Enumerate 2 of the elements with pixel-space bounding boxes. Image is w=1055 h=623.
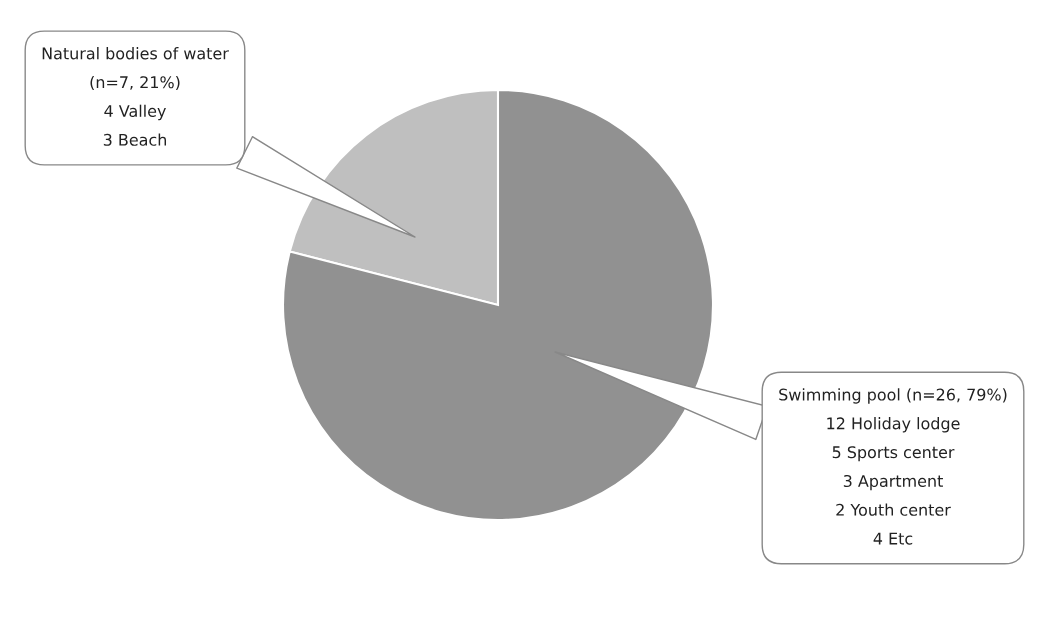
slice-label: Swimming pool (n=26, 79%) 12 Holiday lodge 5 Sports center 3 Apartment 2 Youth center 4 Etc [779,388,1007,545]
slice-label: Natural bodies of water (n=7, 21%) 4 Valley 3 Beach [42,47,229,146]
